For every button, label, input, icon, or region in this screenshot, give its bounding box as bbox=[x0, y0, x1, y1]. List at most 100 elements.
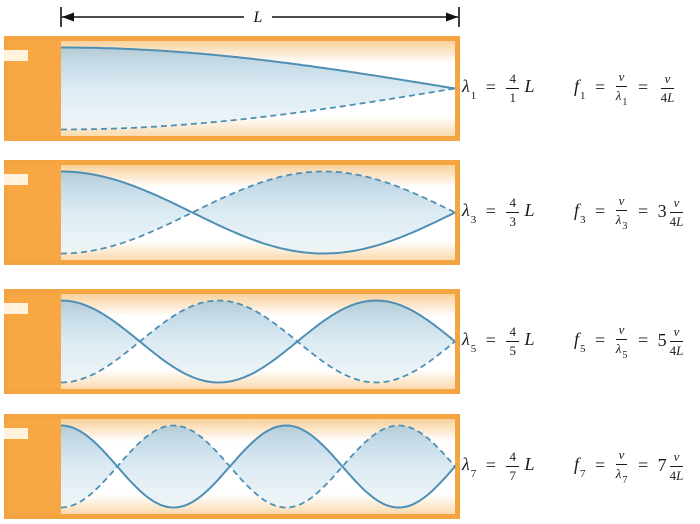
v-over-lambda-fraction: v λ1 bbox=[615, 69, 628, 108]
equals-sign: = bbox=[595, 454, 606, 475]
equals-sign: = bbox=[637, 76, 649, 97]
lambda-symbol: λ bbox=[615, 88, 622, 103]
v-over-4L-fraction: v 4L bbox=[669, 449, 684, 484]
harmonic-coefficient: 5 bbox=[657, 329, 667, 350]
lambda-symbol: λ bbox=[462, 454, 470, 475]
harmonic-coefficient: 3 bbox=[657, 200, 667, 221]
harmonic-panel-5 bbox=[4, 289, 462, 394]
harmonic-panel-3 bbox=[4, 160, 462, 265]
v-over-lambda-fraction: v λ7 bbox=[615, 447, 628, 486]
tube-diagram-harmonic-5 bbox=[4, 289, 460, 394]
fraction-numerator: v bbox=[615, 193, 628, 211]
fraction-numerator: v bbox=[669, 449, 684, 467]
frequency-subscript: 7 bbox=[580, 468, 586, 481]
equals-sign: = bbox=[485, 329, 496, 350]
equals-sign: = bbox=[637, 200, 649, 221]
v-over-4L-fraction: v 4L bbox=[669, 195, 684, 230]
fraction-denominator: λ5 bbox=[616, 340, 628, 361]
length-label: L bbox=[253, 9, 263, 26]
frequency-equation-1: f1 = v λ1 = v 4L bbox=[574, 69, 675, 108]
v-over-4L-fraction: v 4L bbox=[669, 324, 684, 359]
denominator-digit: 4 bbox=[669, 343, 677, 358]
length-variable: L bbox=[524, 200, 535, 221]
fraction-numerator: v bbox=[615, 69, 628, 87]
v-over-4L-fraction: v 4L bbox=[660, 71, 675, 106]
fraction-numerator: 4 bbox=[506, 195, 519, 213]
equals-sign: = bbox=[637, 454, 649, 475]
fraction-denominator: 4L bbox=[670, 342, 684, 359]
fraction-denominator: 4L bbox=[670, 467, 684, 484]
equals-sign: = bbox=[485, 200, 496, 221]
v-over-lambda-fraction: v λ3 bbox=[615, 193, 628, 232]
v-over-lambda-fraction: v λ5 bbox=[615, 322, 628, 361]
fraction-numerator: v bbox=[615, 447, 628, 465]
right-arrowhead-icon bbox=[446, 12, 458, 22]
denominator-digit: 4 bbox=[669, 214, 677, 229]
length-variable: L bbox=[667, 90, 675, 105]
equals-sign: = bbox=[595, 200, 606, 221]
tube-diagram-harmonic-7 bbox=[4, 414, 460, 519]
frequency-symbol: f bbox=[574, 76, 580, 97]
equals-sign: = bbox=[595, 329, 606, 350]
lambda-subscript: 7 bbox=[470, 468, 477, 481]
fraction-denominator: λ7 bbox=[616, 465, 628, 486]
lambda-symbol: λ bbox=[615, 466, 622, 481]
length-variable: L bbox=[676, 468, 684, 483]
frequency-subscript: 1 bbox=[580, 90, 586, 103]
length-variable: L bbox=[524, 329, 535, 350]
equals-sign: = bbox=[485, 76, 496, 97]
fraction-denominator: λ3 bbox=[616, 211, 628, 232]
frequency-subscript: 5 bbox=[580, 343, 586, 356]
fraction-numerator: v bbox=[669, 195, 684, 213]
left-arrowhead-icon bbox=[62, 12, 74, 22]
lambda-subscript: 5 bbox=[622, 349, 628, 361]
lambda-symbol: λ bbox=[462, 76, 470, 97]
lambda-subscript: 1 bbox=[622, 96, 628, 108]
lambda-subscript: 3 bbox=[470, 214, 477, 227]
tube-diagram-harmonic-3 bbox=[4, 160, 460, 265]
tube-diagram-harmonic-1 bbox=[4, 36, 460, 141]
lambda-subscript: 7 bbox=[622, 474, 628, 486]
frequency-equation-3: f3 = v λ3 = 3 v 4L bbox=[574, 193, 684, 232]
denominator-digit: 4 bbox=[660, 90, 668, 105]
length-dimension-arrow: L bbox=[60, 7, 460, 27]
frequency-subscript: 3 bbox=[580, 214, 586, 227]
frequency-symbol: f bbox=[574, 454, 580, 475]
lambda-subscript: 1 bbox=[470, 90, 477, 103]
fraction-numerator: v bbox=[669, 324, 684, 342]
lambda-subscript: 5 bbox=[470, 343, 477, 356]
equals-sign: = bbox=[637, 329, 649, 350]
fraction-denominator: 1 bbox=[509, 90, 516, 105]
fraction-denominator: 3 bbox=[509, 214, 516, 229]
lambda-symbol: λ bbox=[462, 329, 470, 350]
fraction-denominator: 5 bbox=[509, 343, 516, 358]
fraction-denominator: 4L bbox=[670, 213, 684, 230]
length-variable: L bbox=[676, 214, 684, 229]
equals-sign: = bbox=[595, 76, 606, 97]
frequency-symbol: f bbox=[574, 200, 580, 221]
equals-sign: = bbox=[485, 454, 496, 475]
fraction-denominator: 4L bbox=[661, 89, 675, 106]
lambda-symbol: λ bbox=[615, 341, 622, 356]
length-variable: L bbox=[524, 454, 535, 475]
fraction-numerator: 4 bbox=[506, 324, 519, 342]
fraction-denominator: λ1 bbox=[616, 87, 628, 108]
fraction-numerator: 4 bbox=[506, 71, 519, 89]
fraction-denominator: 7 bbox=[509, 468, 516, 483]
lambda-symbol: λ bbox=[615, 212, 622, 227]
lambda-subscript: 3 bbox=[622, 220, 628, 232]
frequency-equation-7: f7 = v λ7 = 7 v 4L bbox=[574, 447, 684, 486]
lambda-symbol: λ bbox=[462, 200, 470, 221]
